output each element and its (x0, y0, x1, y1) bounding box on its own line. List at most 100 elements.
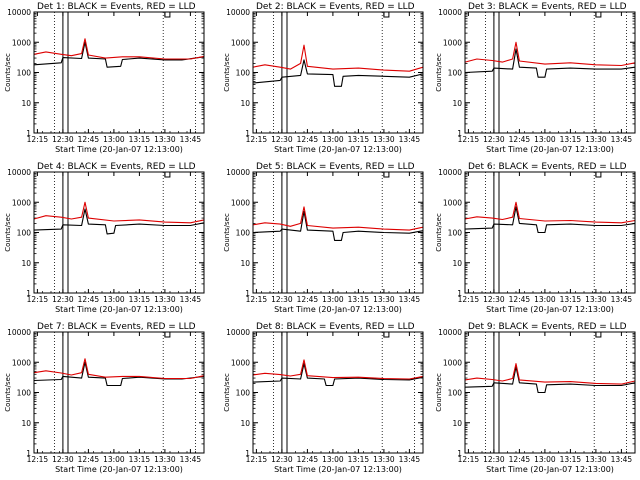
x-axis-title: Start Time (20-Jan-07 12:13:00) (274, 305, 402, 314)
y-tick-label: 10 (452, 259, 462, 268)
y-tick-label: 10000 (7, 328, 31, 337)
series-line-lld (252, 359, 424, 380)
x-axis-title: Start Time (20-Jan-07 12:13:00) (486, 465, 614, 474)
chart-panel-3: Det 3: BLACK = Events, RED = LLD Counts/s… (435, 2, 636, 154)
y-tick-label: 10000 (438, 8, 462, 17)
x-tick-label: 13:30 (585, 135, 607, 144)
x-tick-label: 13:15 (129, 135, 151, 144)
x-tick-label: 13:30 (585, 295, 607, 304)
x-tick-label: 13:45 (180, 295, 202, 304)
plot-frame (252, 11, 424, 134)
y-tick-label: 100 (448, 389, 463, 398)
x-tick-label: 13:15 (129, 295, 151, 304)
x-tick-label: 13:00 (322, 295, 344, 304)
y-tick-label: 1000 (443, 198, 462, 207)
y-tick-label: 1 (457, 449, 462, 458)
y-tick-label: 100 (448, 69, 463, 78)
top-bracket-marker (595, 332, 602, 338)
x-tick-label: 13:30 (154, 455, 176, 464)
y-tick-label: 1000 (443, 38, 462, 47)
y-axis-title: Counts/sec (223, 53, 231, 92)
plot-frame (464, 171, 636, 294)
x-tick-label: 13:00 (322, 135, 344, 144)
series-line-lld (252, 44, 424, 72)
x-tick-label: 12:15 (27, 455, 49, 464)
x-tick-label: 13:00 (103, 295, 125, 304)
x-tick-label: 13:15 (348, 295, 370, 304)
plot-frame (464, 11, 636, 134)
plot-frame (252, 331, 424, 454)
y-tick-label: 100 (236, 389, 251, 398)
x-tick-label: 12:30 (483, 135, 505, 144)
top-bracket-marker (383, 172, 390, 178)
plot-frame (464, 331, 636, 454)
chart-title: Det 7: BLACK = Events, RED = LLD (37, 322, 196, 332)
x-tick-label: 12:15 (246, 455, 268, 464)
plot-frame (252, 171, 424, 294)
series-line-lld (464, 201, 636, 224)
y-tick-label: 1 (245, 129, 250, 138)
x-tick-label: 12:30 (52, 295, 74, 304)
chart-panel-4: Det 4: BLACK = Events, RED = LLD Counts/s… (4, 162, 205, 314)
y-tick-label: 10 (21, 259, 31, 268)
y-tick-label: 10 (240, 419, 250, 428)
y-tick-label: 100 (17, 69, 32, 78)
y-tick-label: 10 (21, 99, 31, 108)
y-tick-label: 1 (457, 289, 462, 298)
y-axis-title: Counts/sec (435, 373, 443, 412)
top-bracket-marker (383, 332, 390, 338)
x-tick-label: 13:30 (373, 455, 395, 464)
y-tick-label: 1000 (231, 358, 250, 367)
x-tick-label: 12:15 (458, 455, 480, 464)
y-tick-label: 10000 (7, 8, 31, 17)
y-tick-label: 100 (236, 229, 251, 238)
x-tick-label: 13:45 (611, 455, 633, 464)
y-tick-label: 10 (240, 99, 250, 108)
y-tick-label: 10000 (438, 168, 462, 177)
top-bracket-marker (383, 12, 390, 18)
x-tick-label: 12:45 (297, 455, 319, 464)
x-tick-label: 12:45 (78, 135, 100, 144)
x-tick-label: 13:45 (399, 135, 421, 144)
x-tick-label: 12:45 (78, 455, 100, 464)
y-tick-label: 1000 (12, 198, 31, 207)
x-tick-label: 13:45 (399, 295, 421, 304)
series-line-lld (33, 358, 205, 380)
x-tick-label: 12:15 (246, 135, 268, 144)
x-axis-title: Start Time (20-Jan-07 12:13:00) (486, 305, 614, 314)
y-tick-label: 10000 (226, 328, 250, 337)
series-line-lld (33, 201, 205, 224)
y-tick-label: 100 (17, 389, 32, 398)
series-line-lld (252, 206, 424, 231)
series-line-events (252, 210, 424, 241)
x-tick-label: 13:15 (348, 135, 370, 144)
x-tick-label: 12:15 (458, 295, 480, 304)
y-tick-label: 10000 (226, 8, 250, 17)
y-tick-label: 10000 (7, 168, 31, 177)
chart-title: Det 4: BLACK = Events, RED = LLD (37, 162, 196, 172)
y-tick-label: 10000 (438, 328, 462, 337)
plot-frame (33, 11, 205, 134)
x-tick-label: 13:30 (585, 455, 607, 464)
chart-panel-9: Det 9: BLACK = Events, RED = LLD Counts/s… (435, 322, 636, 474)
chart-title: Det 8: BLACK = Events, RED = LLD (256, 322, 415, 332)
x-tick-label: 13:45 (611, 135, 633, 144)
series-line-lld (464, 363, 636, 385)
y-tick-label: 100 (448, 229, 463, 238)
top-bracket-marker (164, 172, 171, 178)
y-tick-label: 1 (245, 449, 250, 458)
y-axis-title: Counts/sec (4, 213, 12, 252)
y-tick-label: 1000 (443, 358, 462, 367)
series-line-events (33, 208, 205, 235)
y-tick-label: 100 (236, 69, 251, 78)
y-tick-label: 1 (26, 449, 31, 458)
y-tick-label: 10000 (226, 168, 250, 177)
x-axis-title: Start Time (20-Jan-07 12:13:00) (55, 145, 183, 154)
x-tick-label: 13:30 (154, 135, 176, 144)
x-tick-label: 12:30 (271, 295, 293, 304)
x-tick-label: 13:45 (399, 455, 421, 464)
x-tick-label: 12:15 (246, 295, 268, 304)
series-line-events (464, 366, 636, 394)
y-axis-title: Counts/sec (435, 213, 443, 252)
